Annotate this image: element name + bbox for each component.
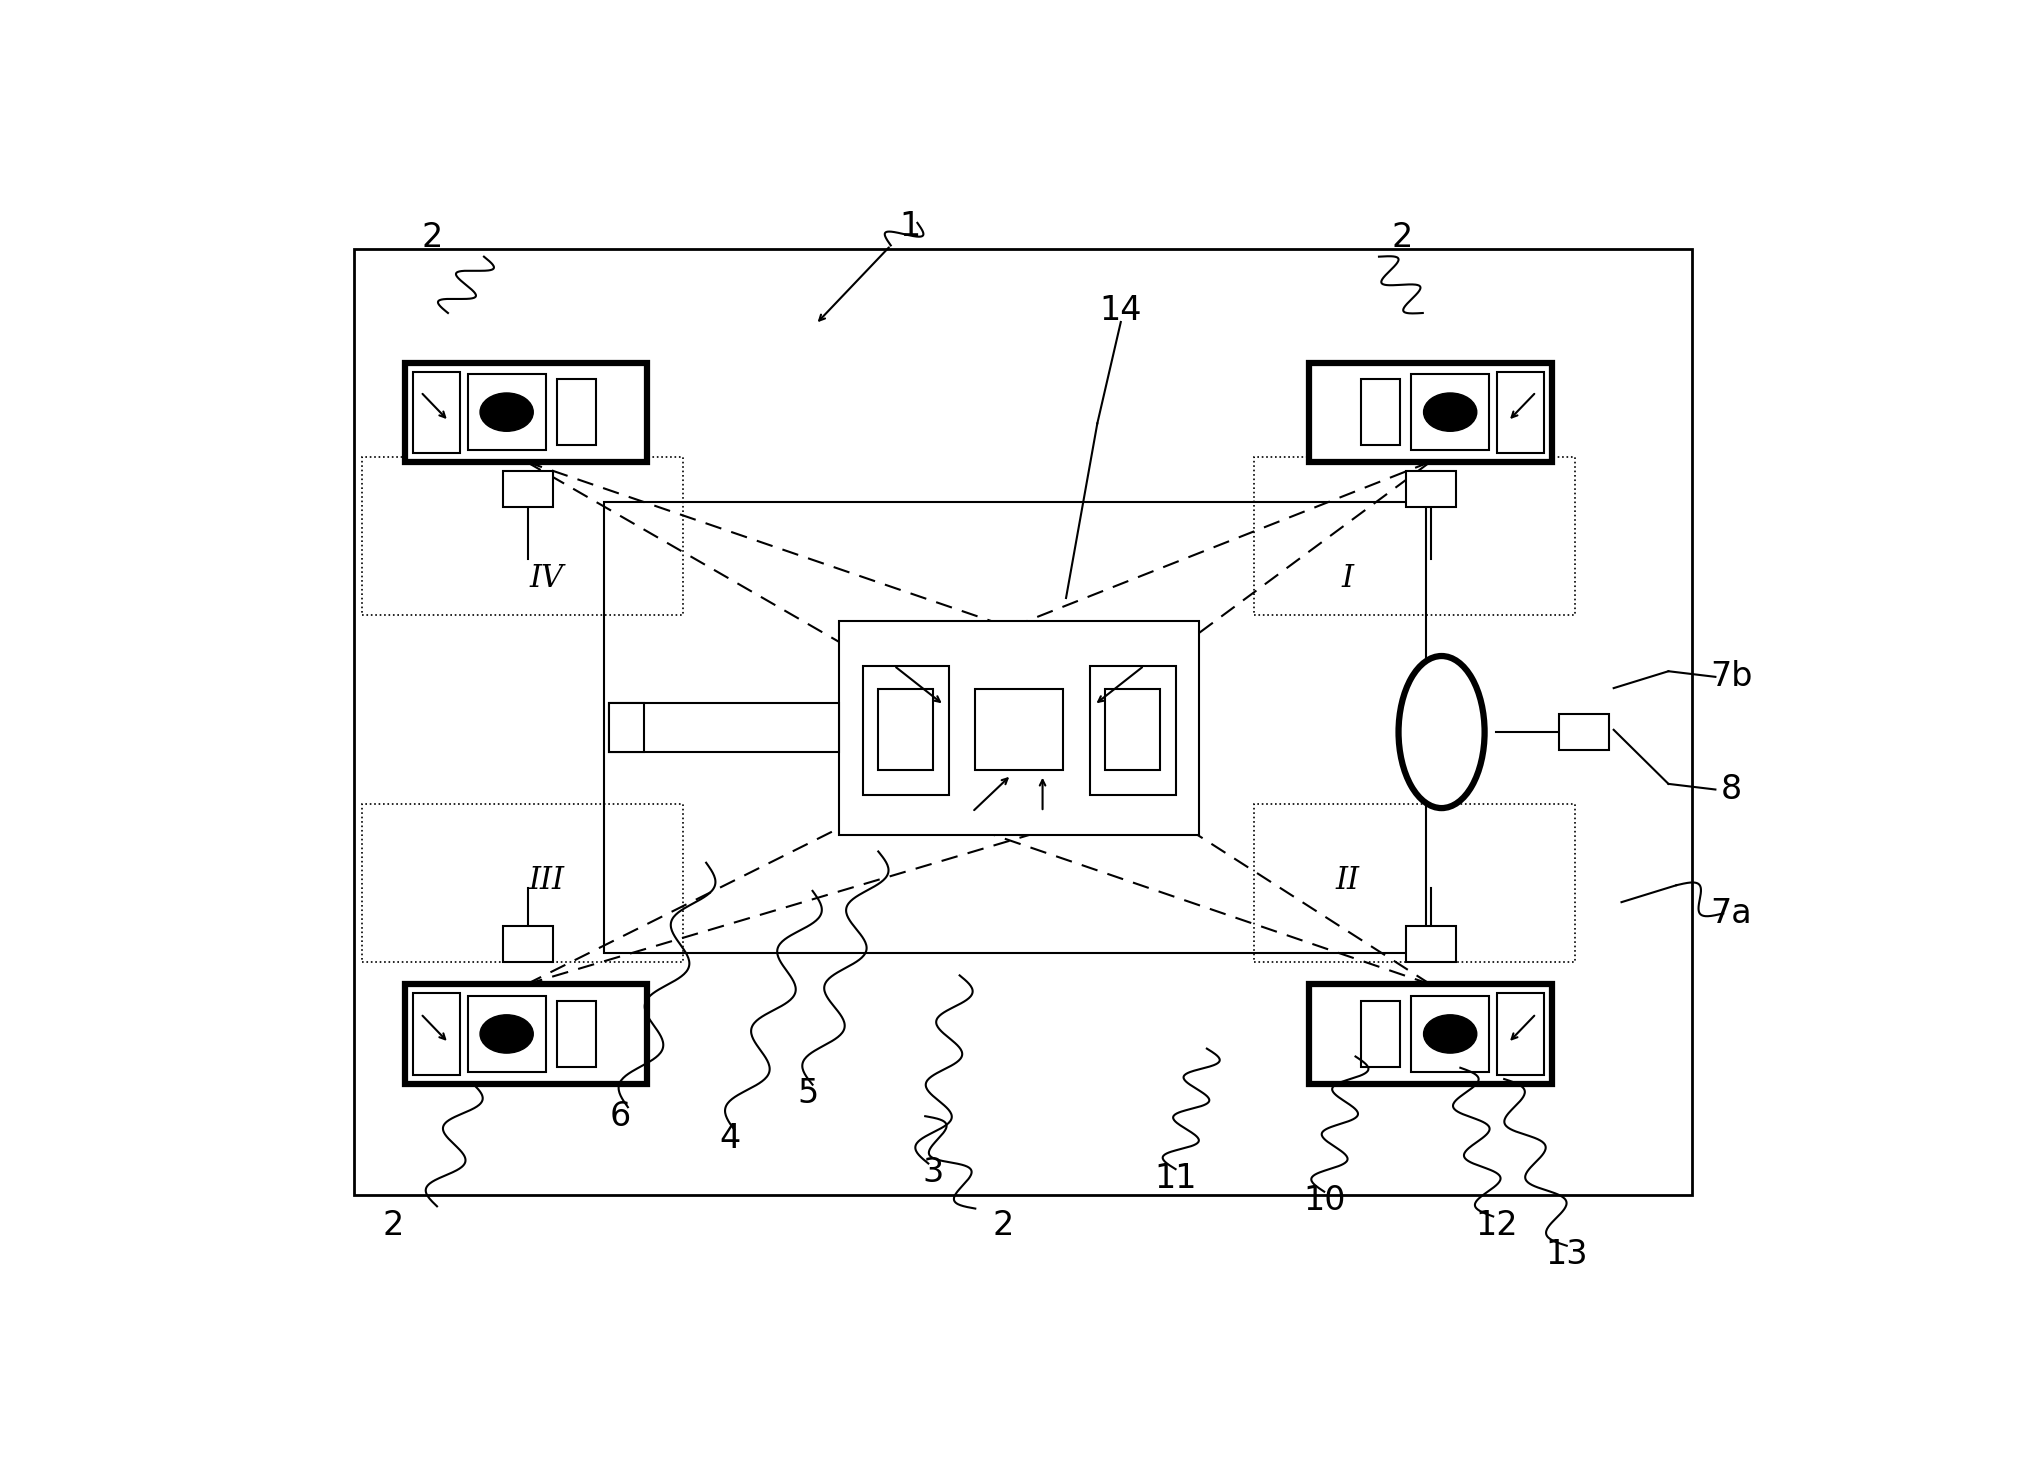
Ellipse shape [1399, 655, 1484, 808]
Bar [468, 375, 545, 451]
Text: 7b: 7b [1710, 660, 1752, 693]
Bar [557, 379, 596, 445]
Bar [840, 620, 1199, 834]
Bar [604, 502, 1425, 952]
Bar [503, 926, 553, 961]
Bar [361, 456, 682, 614]
Circle shape [481, 1015, 533, 1053]
Bar [361, 805, 682, 961]
Bar [1090, 666, 1175, 794]
Bar [1361, 1001, 1399, 1067]
Text: II: II [1337, 865, 1359, 897]
Bar [610, 702, 840, 752]
Bar [557, 1001, 596, 1067]
Text: III: III [529, 865, 565, 897]
Bar [353, 249, 1692, 1195]
Text: 11: 11 [1155, 1162, 1197, 1195]
Bar [1254, 456, 1575, 614]
Bar [468, 996, 545, 1072]
Circle shape [1423, 394, 1476, 432]
Text: 5: 5 [798, 1077, 818, 1110]
Bar [503, 471, 553, 506]
Text: 10: 10 [1302, 1184, 1345, 1217]
Bar [610, 702, 644, 752]
Bar [1104, 689, 1159, 771]
Bar [1411, 996, 1490, 1072]
Bar [1254, 805, 1575, 961]
Text: 6: 6 [610, 1100, 630, 1132]
Text: 13: 13 [1545, 1238, 1589, 1271]
Bar [1310, 985, 1553, 1084]
Bar [406, 985, 648, 1084]
Text: 14: 14 [1100, 294, 1143, 328]
Text: 2: 2 [422, 221, 442, 255]
Bar [862, 666, 949, 794]
Bar [1498, 993, 1545, 1074]
Text: I: I [1343, 563, 1353, 594]
Bar [1361, 379, 1399, 445]
Text: 2: 2 [993, 1208, 1014, 1242]
Text: 7a: 7a [1710, 897, 1752, 930]
Bar [1411, 375, 1490, 451]
Text: 1: 1 [898, 209, 921, 243]
Bar [1498, 372, 1545, 452]
Text: 2: 2 [382, 1208, 404, 1242]
Bar [1559, 714, 1609, 751]
Text: 2: 2 [1391, 221, 1413, 255]
Bar [406, 363, 648, 462]
Circle shape [1423, 1015, 1476, 1053]
Text: 8: 8 [1720, 772, 1742, 806]
Text: 4: 4 [719, 1122, 741, 1156]
Text: 12: 12 [1476, 1208, 1518, 1242]
Bar [975, 689, 1062, 771]
Bar [1405, 926, 1456, 961]
Bar [1310, 363, 1553, 462]
Text: IV: IV [529, 563, 563, 594]
Bar [412, 372, 460, 452]
Circle shape [481, 394, 533, 432]
Bar [878, 689, 933, 771]
Text: 3: 3 [923, 1156, 943, 1189]
Bar [1405, 471, 1456, 506]
Bar [412, 993, 460, 1074]
